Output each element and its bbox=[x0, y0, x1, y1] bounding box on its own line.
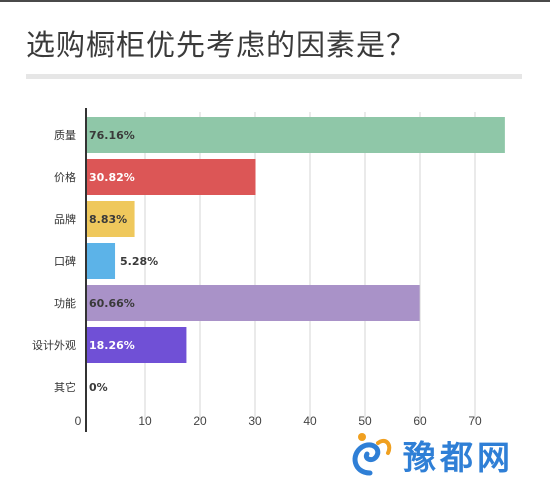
title-underline bbox=[26, 74, 522, 79]
category-label: 设计外观 bbox=[32, 339, 76, 352]
x-tick-label: 0 bbox=[75, 414, 82, 428]
x-tick-label: 50 bbox=[358, 414, 372, 428]
grid-lines bbox=[144, 112, 476, 420]
category-label: 价格 bbox=[54, 170, 76, 184]
x-tick-label: 60 bbox=[413, 414, 427, 428]
x-tick-labels: 0 10 20 30 40 50 60 70 bbox=[75, 414, 482, 428]
swirl-logo-icon bbox=[352, 433, 392, 476]
x-tick-label: 20 bbox=[193, 414, 207, 428]
bar-value-label: 8.83% bbox=[89, 213, 127, 226]
x-tick-label: 30 bbox=[248, 414, 262, 428]
category-label: 口碑 bbox=[54, 255, 76, 268]
chart-title: 选购橱柜优先考虑的因素是？ bbox=[26, 28, 417, 62]
category-label: 功能 bbox=[54, 296, 76, 310]
category-label: 其它 bbox=[54, 380, 76, 394]
watermark-text: 豫都网 bbox=[403, 438, 514, 477]
bar-1 bbox=[86, 159, 256, 195]
bar-3 bbox=[86, 243, 116, 279]
bar-value-label: 76.16% bbox=[89, 129, 135, 142]
bar-value-label: 60.66% bbox=[89, 297, 135, 310]
category-label: 质量 bbox=[54, 129, 76, 142]
bar-0 bbox=[86, 117, 505, 153]
x-tick-label: 70 bbox=[468, 414, 482, 428]
bar-value-label: 0% bbox=[89, 381, 108, 394]
bars: 76.16% 30.82% 8.83% 5.28% 60.66% 18.26% 0% bbox=[86, 117, 505, 394]
watermark-logo: 豫都网 bbox=[340, 425, 550, 485]
bar-2 bbox=[86, 201, 135, 237]
top-border bbox=[0, 0, 550, 2]
bar-4 bbox=[86, 285, 420, 321]
x-tick-label: 40 bbox=[303, 414, 317, 428]
bar-5 bbox=[86, 327, 187, 363]
bar-value-label: 30.82% bbox=[89, 171, 135, 184]
bar-value-label: 5.28% bbox=[120, 255, 158, 268]
bar-value-label: 18.26% bbox=[89, 339, 135, 352]
category-label: 品牌 bbox=[54, 212, 76, 226]
x-tick-label: 10 bbox=[138, 414, 152, 428]
